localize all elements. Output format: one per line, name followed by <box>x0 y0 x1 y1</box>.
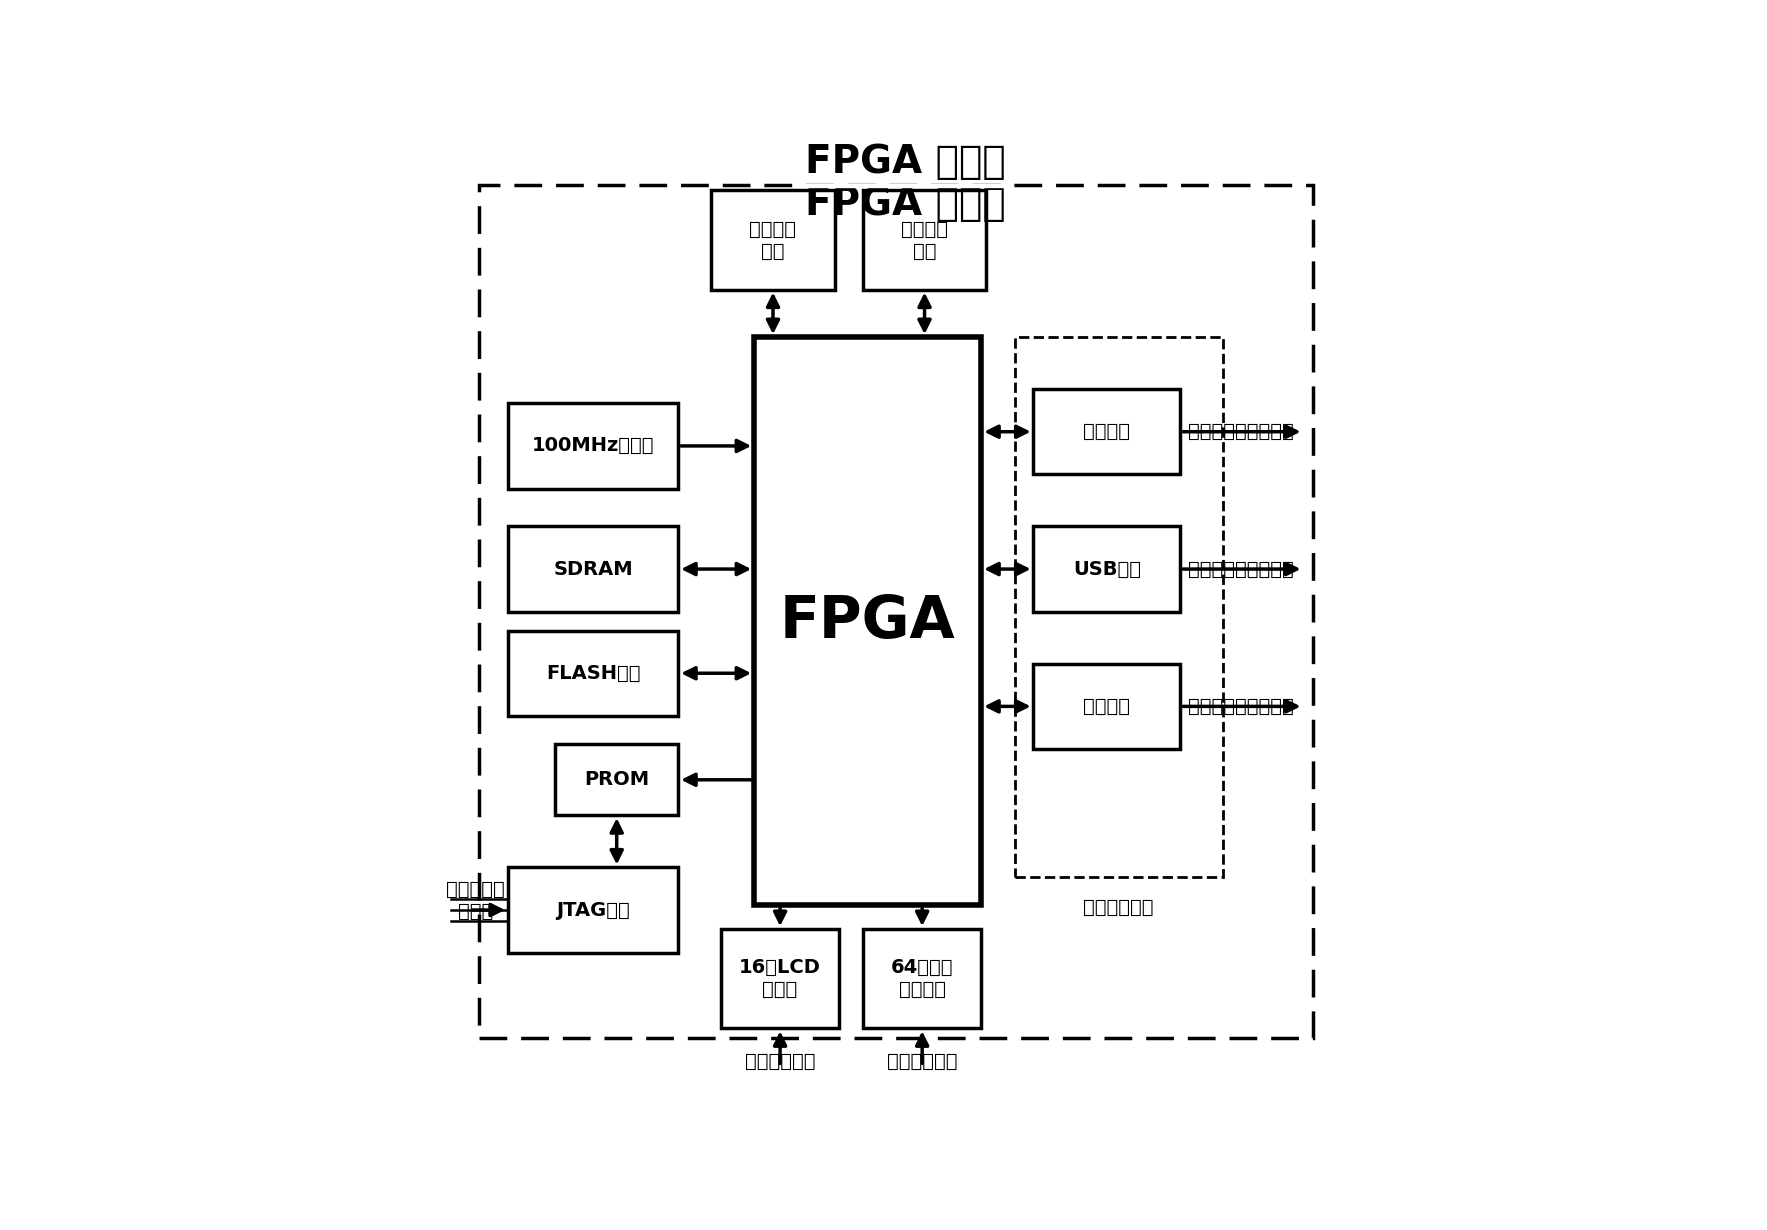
Text: FLASH闪存: FLASH闪存 <box>546 664 640 683</box>
Text: 远程计算机数据交换: 远程计算机数据交换 <box>1187 560 1293 578</box>
Text: FPGA: FPGA <box>779 593 956 649</box>
Bar <box>555 744 679 815</box>
Bar <box>755 337 981 905</box>
Bar <box>507 867 679 952</box>
Text: PROM: PROM <box>585 770 648 790</box>
Text: 64位输入
输出接口: 64位输入 输出接口 <box>891 958 954 999</box>
Bar <box>479 186 1313 1038</box>
Text: 串行接口: 串行接口 <box>1083 422 1131 442</box>
Text: JTAG接口: JTAG接口 <box>557 900 629 920</box>
Bar <box>1034 664 1180 749</box>
Text: 以太网口: 以太网口 <box>1083 697 1131 716</box>
Bar <box>862 191 986 289</box>
Text: 采集信号输入: 采集信号输入 <box>746 1052 816 1071</box>
Text: 控制信号输出: 控制信号输出 <box>887 1052 958 1071</box>
Text: FPGA 开发板: FPGA 开发板 <box>806 143 1005 181</box>
Bar <box>507 631 679 716</box>
Bar <box>721 929 839 1028</box>
Text: 远程计算机
主程序: 远程计算机 主程序 <box>447 879 505 921</box>
Text: USB接口: USB接口 <box>1073 560 1141 578</box>
Text: 远程计算机数据交换: 远程计算机数据交换 <box>1187 697 1293 716</box>
Bar <box>507 403 679 488</box>
Bar <box>1014 337 1223 877</box>
Text: 电源控制
电路: 电源控制 电路 <box>901 219 949 261</box>
Bar <box>1034 526 1180 611</box>
Text: 外围控制
电路: 外围控制 电路 <box>749 219 797 261</box>
Bar <box>712 191 834 289</box>
Text: FPGA 开发板: FPGA 开发板 <box>806 186 1005 224</box>
Text: 总线接口电路: 总线接口电路 <box>1083 898 1154 916</box>
Text: 100MHz时钟源: 100MHz时钟源 <box>532 437 654 455</box>
Text: 16位LCD
显示器: 16位LCD 显示器 <box>739 958 822 999</box>
Text: SDRAM: SDRAM <box>553 560 633 578</box>
Bar <box>862 929 981 1028</box>
Text: 远程计算机数据交换: 远程计算机数据交换 <box>1187 422 1293 442</box>
Bar <box>1034 389 1180 475</box>
Bar <box>507 526 679 611</box>
